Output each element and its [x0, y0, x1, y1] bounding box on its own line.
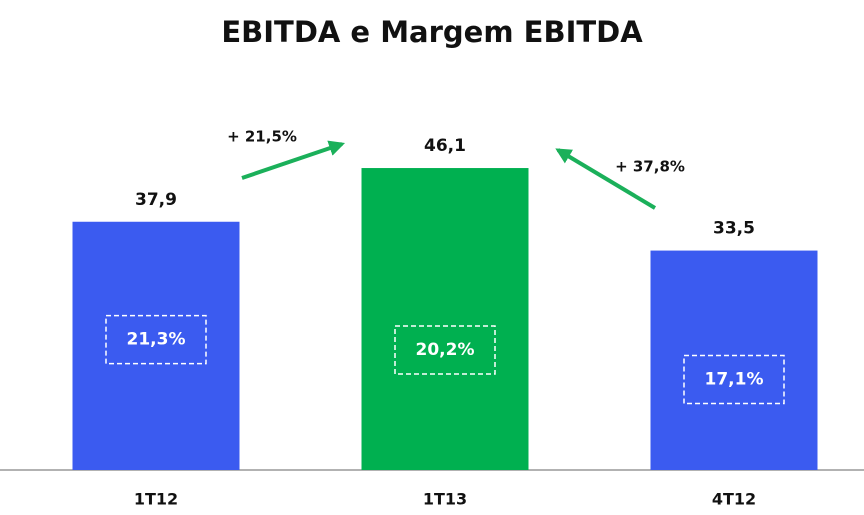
margin-box — [105, 314, 207, 365]
value-label: 46,1 — [424, 136, 466, 156]
arrow — [555, 148, 657, 210]
margin-label: 17,1% — [705, 370, 764, 390]
margin-label: 20,2% — [416, 340, 475, 360]
x-tick-label: 4T12 — [712, 490, 756, 509]
annotation: + 37,8% — [615, 158, 685, 176]
value-label: 33,5 — [713, 219, 755, 239]
x-tick-label: 1T12 — [134, 490, 178, 509]
bar — [650, 250, 818, 470]
arrow — [241, 140, 346, 180]
margin-box — [394, 325, 496, 375]
bar — [72, 221, 240, 470]
margin-label: 21,3% — [127, 330, 186, 350]
bar — [361, 168, 529, 471]
annotation: + 21,5% — [227, 128, 297, 146]
value-label: 37,9 — [135, 190, 177, 210]
chart-title: EBITDA e Margem EBITDA — [221, 15, 643, 49]
margin-box — [683, 354, 785, 405]
x-tick-label: 1T13 — [423, 490, 467, 509]
